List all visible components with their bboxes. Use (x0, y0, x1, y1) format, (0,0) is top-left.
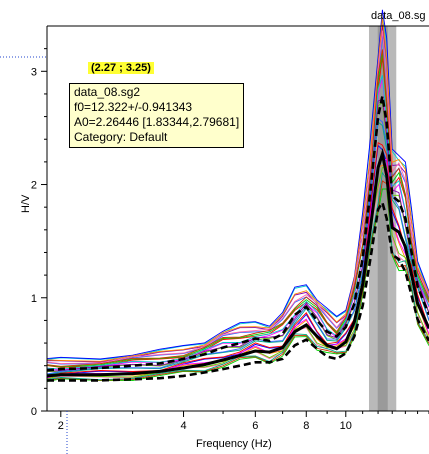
tooltip-a0: A0=2.26446 [1.83344,2.79681] (74, 115, 240, 129)
tooltip-file: data_08.sg2 (74, 85, 141, 99)
x-tick-label: 10 (340, 420, 352, 432)
mean-series-layer (46, 95, 429, 382)
hv-curve (46, 180, 429, 382)
hv-curve (46, 141, 429, 378)
f0-band-center (377, 26, 388, 411)
y-tick-label: 2 (31, 180, 37, 192)
std-curve (46, 95, 429, 372)
x-tick-label: 2 (58, 420, 64, 432)
hv-curve (46, 171, 429, 381)
y-tick-label: 1 (31, 293, 37, 305)
hv-curve (46, 9, 429, 360)
hv-curve (46, 24, 429, 363)
mean-curve (46, 148, 429, 378)
x-axis-label: Frequency (Hz) (196, 438, 272, 450)
x-tick-label: 4 (180, 420, 186, 432)
hv-curve (46, 17, 429, 362)
x-tick-label: 8 (303, 420, 309, 432)
tooltip-f0: f0=12.322+/-0.941343 (74, 100, 193, 114)
hv-curve (46, 117, 429, 375)
std-curve (47, 199, 429, 382)
y-tick-label: 3 (31, 66, 37, 78)
hv-curve (46, 53, 429, 368)
hv-curve (46, 35, 429, 365)
file-title: data_08.sg (371, 10, 426, 22)
x-tick-label: 6 (252, 420, 258, 432)
hv-curve (46, 121, 429, 375)
y-axis-label: H/V (20, 194, 32, 213)
hv-curve (46, 30, 429, 365)
axes-layer: 0 1 2 3 2 4 6 8 10 (0, 25, 429, 454)
y-tick-label: 0 (31, 406, 37, 418)
tooltip-category: Category: Default (74, 130, 168, 144)
curve-tooltip: data_08.sg2 f0=12.322+/-0.941343 A0=2.26… (69, 83, 245, 148)
cursor-coordinates: (2.27 ; 3.25) (88, 62, 154, 74)
hv-curve (46, 49, 429, 367)
